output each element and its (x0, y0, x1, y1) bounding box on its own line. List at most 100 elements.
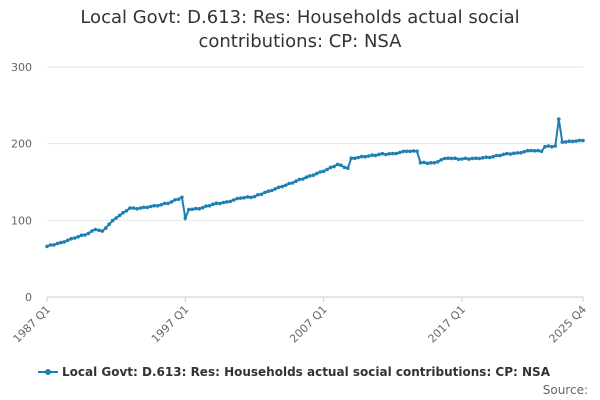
data-point[interactable] (321, 169, 326, 174)
data-point[interactable] (290, 181, 295, 185)
data-point[interactable] (176, 197, 181, 202)
data-point[interactable] (197, 207, 201, 211)
data-point[interactable] (166, 201, 170, 206)
data-point[interactable] (107, 222, 111, 226)
data-point[interactable] (225, 200, 229, 204)
data-point[interactable] (349, 156, 354, 160)
data-point[interactable] (162, 201, 167, 206)
data-point[interactable] (539, 149, 544, 154)
data-point[interactable] (356, 155, 361, 160)
data-point[interactable] (159, 203, 163, 207)
data-point[interactable] (359, 154, 364, 159)
data-point[interactable] (391, 151, 395, 156)
data-point[interactable] (183, 216, 188, 220)
data-point[interactable] (432, 161, 437, 165)
data-point[interactable] (449, 156, 454, 161)
data-point[interactable] (79, 233, 84, 237)
data-point[interactable] (384, 152, 388, 157)
data-point[interactable] (301, 177, 305, 181)
data-point[interactable] (467, 157, 471, 161)
data-point[interactable] (397, 150, 402, 155)
data-point[interactable] (380, 151, 385, 156)
data-point[interactable] (249, 195, 253, 200)
data-point[interactable] (463, 156, 468, 161)
data-point[interactable] (439, 158, 444, 162)
data-point[interactable] (104, 226, 108, 230)
data-point[interactable] (121, 210, 125, 215)
data-point[interactable] (190, 207, 194, 212)
data-point[interactable] (114, 216, 118, 220)
data-point[interactable] (100, 229, 105, 233)
data-point[interactable] (501, 152, 506, 157)
data-point[interactable] (460, 157, 464, 161)
data-point[interactable] (124, 209, 129, 213)
data-point[interactable] (52, 243, 56, 247)
data-point[interactable] (135, 207, 139, 211)
data-point[interactable] (314, 171, 319, 176)
data-point[interactable] (567, 139, 571, 143)
data-point[interactable] (228, 199, 233, 204)
data-point[interactable] (131, 206, 136, 210)
data-point[interactable] (515, 151, 520, 155)
data-point[interactable] (311, 173, 316, 177)
data-point[interactable] (155, 204, 160, 208)
data-point[interactable] (204, 204, 208, 208)
data-point[interactable] (401, 149, 406, 154)
data-point[interactable] (59, 240, 63, 245)
data-point[interactable] (366, 154, 371, 158)
data-point[interactable] (536, 148, 540, 153)
data-point[interactable] (494, 153, 499, 158)
data-point[interactable] (570, 139, 575, 144)
data-point[interactable] (263, 190, 267, 195)
data-point[interactable] (377, 152, 381, 157)
data-point[interactable] (557, 117, 561, 121)
data-point[interactable] (238, 196, 243, 200)
data-point[interactable] (187, 207, 191, 212)
data-point[interactable] (308, 174, 312, 178)
data-point[interactable] (180, 195, 184, 200)
data-point[interactable] (218, 201, 222, 206)
data-point[interactable] (117, 213, 122, 218)
data-point[interactable] (86, 231, 91, 236)
data-point[interactable] (211, 202, 215, 206)
data-point[interactable] (142, 205, 146, 210)
data-point[interactable] (145, 205, 150, 210)
data-point[interactable] (169, 200, 174, 204)
data-point[interactable] (72, 236, 77, 240)
data-point[interactable] (110, 218, 115, 223)
data-point[interactable] (553, 144, 558, 148)
data-point[interactable] (304, 175, 309, 179)
data-point[interactable] (491, 154, 495, 159)
data-point[interactable] (173, 198, 177, 202)
data-point[interactable] (525, 148, 530, 153)
data-point[interactable] (193, 206, 198, 211)
data-point[interactable] (235, 196, 239, 201)
data-point[interactable] (259, 192, 264, 197)
data-point[interactable] (297, 177, 302, 182)
data-point[interactable] (363, 154, 367, 159)
data-point[interactable] (532, 149, 537, 153)
data-point[interactable] (276, 185, 281, 190)
data-point[interactable] (477, 156, 482, 161)
data-point[interactable] (252, 194, 257, 199)
data-point[interactable] (45, 244, 49, 249)
data-point[interactable] (373, 153, 378, 158)
data-point[interactable] (425, 161, 430, 166)
data-point[interactable] (128, 206, 132, 210)
data-point[interactable] (487, 155, 492, 160)
data-point[interactable] (560, 140, 565, 144)
data-point[interactable] (529, 148, 533, 153)
data-point[interactable] (470, 156, 475, 161)
data-point[interactable] (512, 151, 516, 156)
data-point[interactable] (546, 144, 551, 148)
data-point[interactable] (280, 184, 284, 189)
data-point[interactable] (411, 149, 416, 153)
data-point[interactable] (231, 198, 236, 202)
data-point[interactable] (519, 151, 523, 155)
data-point[interactable] (429, 161, 433, 165)
data-point[interactable] (325, 167, 329, 172)
data-point[interactable] (62, 240, 67, 244)
data-point[interactable] (353, 156, 357, 161)
data-point[interactable] (332, 164, 336, 169)
data-point[interactable] (342, 165, 347, 170)
